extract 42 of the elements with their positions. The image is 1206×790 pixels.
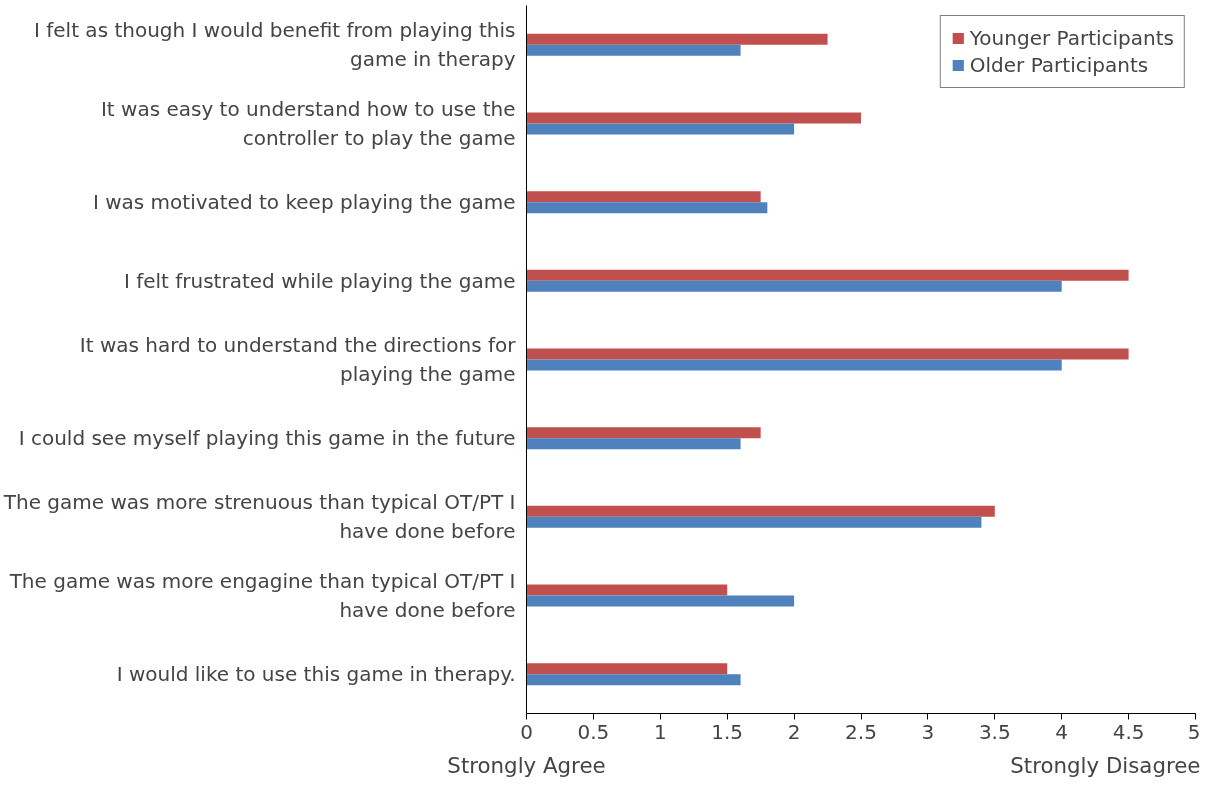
bar (526, 269, 1129, 281)
x-tick-label: 2.5 (845, 719, 877, 744)
y-tick-label: It was hard to understand the directions for playing the game (79, 333, 517, 386)
bar (526, 505, 995, 517)
x-tick-label: 2 (787, 719, 801, 744)
bar (526, 348, 1129, 360)
x-tick-label: 0.5 (577, 719, 610, 744)
bar (526, 202, 768, 214)
bar (526, 33, 828, 45)
legend-label: Younger Participants (969, 26, 1174, 50)
y-tick-label: The game was more engagine than typical OT/PT I have done before (8, 569, 516, 622)
bar (526, 427, 761, 439)
x-tick-label: 3 (921, 719, 935, 744)
x-tick-label: 5 (1187, 719, 1201, 744)
bar (526, 280, 1062, 292)
y-tick-label: I could see myself playing this game in the future (18, 426, 516, 451)
bar (526, 595, 795, 607)
bar (526, 44, 741, 56)
bar (526, 663, 728, 675)
y-tick-label: I felt as though I would benefit from playing this game in therapy (34, 18, 516, 72)
x-tick-label: 0 (520, 719, 533, 744)
x-tick-label: 3.5 (978, 719, 1011, 744)
y-tick-label: The game was more strenuous than typical OT/PT I have done before (2, 490, 516, 544)
text: Strongly Agree (447, 752, 606, 778)
bar (526, 516, 982, 528)
x-tick-label: 1.5 (711, 719, 744, 744)
x-tick-label: 1 (653, 719, 667, 744)
bar (526, 359, 1062, 371)
bar (526, 674, 741, 686)
legend-label: Older Participants (969, 53, 1149, 77)
bar (526, 191, 761, 203)
x-tick-label: 4.5 (1112, 719, 1145, 744)
bar (526, 438, 741, 450)
x-tick-label: 4 (1055, 719, 1069, 744)
y-tick-label: It was easy to understand how to use the controller to play the game (100, 97, 516, 150)
text: Strongly Disagree (1010, 752, 1201, 778)
y-tick-label: I felt frustrated while playing the game (123, 268, 516, 293)
y-tick-label: I was motivated to keep playing the game (92, 190, 516, 215)
bar (526, 584, 728, 596)
bar (526, 123, 795, 135)
y-tick-label: I would like to use this game in therapy. (116, 662, 516, 687)
bar (526, 112, 861, 124)
